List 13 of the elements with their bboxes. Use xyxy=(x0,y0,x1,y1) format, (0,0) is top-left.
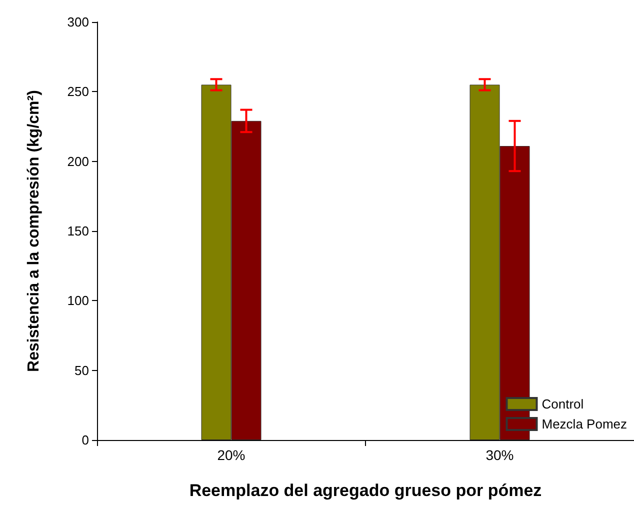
y-tick-label: 250 xyxy=(67,84,89,100)
x-tick-label: 30% xyxy=(486,447,514,463)
y-tick-label: 100 xyxy=(67,293,89,308)
y-tick-label: 300 xyxy=(67,14,89,30)
y-tick-label: 200 xyxy=(67,154,89,169)
legend-label: Mezcla Pomez xyxy=(542,416,627,432)
legend-label: Control xyxy=(542,396,584,412)
y-tick-label: 150 xyxy=(67,224,89,238)
y-tick-label: 0 xyxy=(82,432,89,448)
x-axis-title: Reemplazo del agregado grueso por pómez xyxy=(189,481,542,500)
y-axis-title: Resistencia a la compresión (kg/cm²) xyxy=(26,90,42,372)
y-tick-label: 50 xyxy=(74,362,89,378)
x-tick-label: 20% xyxy=(217,447,246,463)
